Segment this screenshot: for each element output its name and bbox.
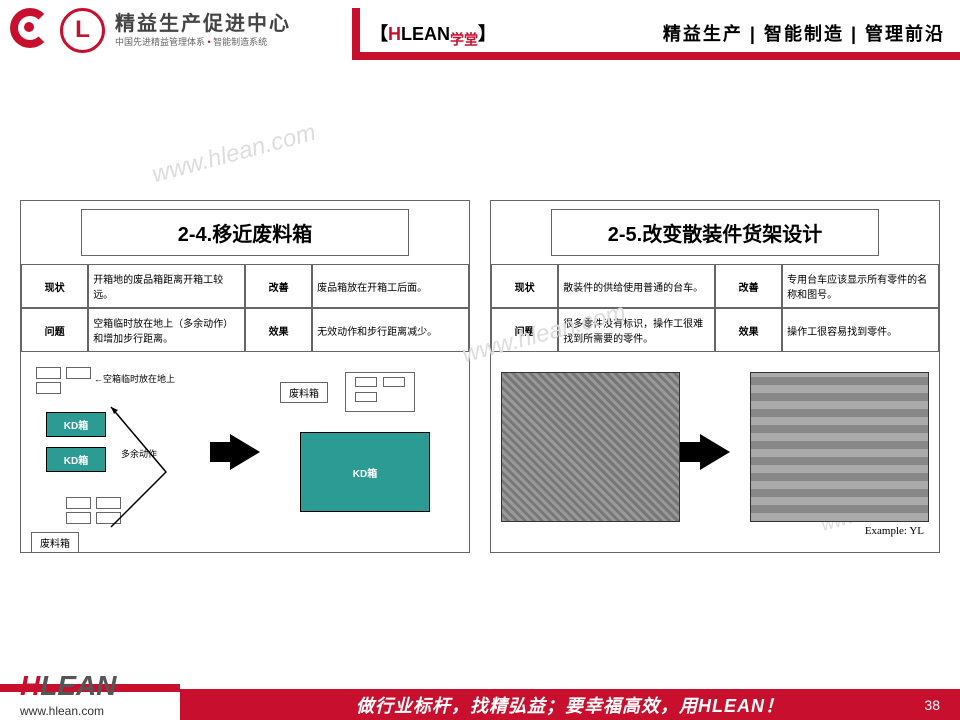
kd-box: KD箱: [46, 412, 106, 437]
cell-status-label: 现状: [21, 264, 88, 308]
cell-improve-label: 改善: [245, 264, 312, 308]
header: L 精益生产促进中心 中国先进精益管理体系 • 智能制造系统 【HLEAN学堂】…: [0, 0, 960, 60]
panel-right: 2-5.改变散装件货架设计 现状 散装件的供给使用普通的台车。 改善 专用台车应…: [490, 200, 940, 553]
cell-effect-label: 效果: [715, 308, 782, 352]
path-arrow-icon: [106, 402, 186, 532]
cell-effect-text: 无效动作和步行距离减少。: [312, 308, 469, 352]
cell-problem-text: 空箱临时放在地上（多余动作）和增加步行距离。: [88, 308, 245, 352]
footer: HLEAN www.hlean.com 做行业标杆，找精弘益；要幸福高效，用HL…: [0, 672, 960, 720]
diagram-area-right: Example: YL: [491, 352, 939, 552]
footer-red-bar: 做行业标杆，找精弘益；要幸福高效，用HLEAN！ 38: [180, 690, 960, 720]
scrap-label: 废料箱: [280, 382, 328, 403]
info-grid-left: 现状 开箱地的废品箱距离开箱工较远。 改善 废品箱放在开箱工后面。 问题 空箱临…: [21, 264, 469, 352]
header-right-text: 精益生产 | 智能制造 | 管理前沿: [663, 20, 945, 46]
company-name: 精益生产促进中心: [115, 11, 291, 37]
cell-improve-text: 专用台车应该显示所有零件的名称和图号。: [782, 264, 939, 308]
header-divider: [352, 8, 360, 60]
diagram-after: 废料箱 KD箱: [275, 362, 464, 542]
page-number: 38: [924, 697, 940, 713]
arrow-icon: [220, 434, 270, 470]
cell-status-text: 散装件的供给使用普通的台车。: [558, 264, 715, 308]
panel-right-title: 2-5.改变散装件货架设计: [551, 209, 879, 256]
panel-left: 2-4.移近废料箱 现状 开箱地的废品箱距离开箱工较远。 改善 废品箱放在开箱工…: [20, 200, 470, 553]
panel-left-title: 2-4.移近废料箱: [81, 209, 409, 256]
diagram-area-left: ←空箱临时放在地上 KD箱 KD箱 多余动作 废料箱 废料箱: [21, 352, 469, 552]
kd-box: KD箱: [46, 447, 106, 472]
info-grid-right: 现状 散装件的供给使用普通的台车。 改善 专用台车应该显示所有零件的名称和图号。…: [491, 264, 939, 352]
header-underline: [360, 52, 960, 60]
photo-placeholder: [750, 372, 929, 522]
hlean-tag: 【HLEAN学堂】: [370, 20, 496, 50]
arrow-icon: [690, 434, 740, 470]
cell-effect-text: 操作工很容易找到零件。: [782, 308, 939, 352]
cell-status-text: 开箱地的废品箱距离开箱工较远。: [88, 264, 245, 308]
kd-box-large: KD箱: [300, 432, 430, 512]
scrap-label: 废料箱: [31, 532, 79, 553]
content-area: 2-4.移近废料箱 现状 开箱地的废品箱距离开箱工较远。 改善 废品箱放在开箱工…: [0, 60, 960, 553]
logo-area: L 精益生产促进中心 中国先进精益管理体系 • 智能制造系统: [0, 8, 360, 53]
logo-l-icon: L: [60, 8, 105, 53]
cell-effect-label: 效果: [245, 308, 312, 352]
company-text: 精益生产促进中心 中国先进精益管理体系 • 智能制造系统: [115, 11, 291, 49]
cell-improve-text: 废品箱放在开箱工后面。: [312, 264, 469, 308]
example-caption: Example: YL: [865, 525, 924, 537]
cell-improve-label: 改善: [715, 264, 782, 308]
footer-url: www.hlean.com: [20, 704, 104, 718]
footer-logo: HLEAN: [20, 670, 116, 702]
logo-c-icon: [10, 8, 55, 53]
cell-problem-label: 问题: [21, 308, 88, 352]
cell-status-label: 现状: [491, 264, 558, 308]
photo-placeholder: [501, 372, 680, 522]
footer-slogan: 做行业标杆，找精弘益；要幸福高效，用HLEAN！: [356, 692, 784, 718]
diagram-before: ←空箱临时放在地上 KD箱 KD箱 多余动作 废料箱: [26, 362, 215, 542]
cell-problem-label: 问题: [491, 308, 558, 352]
cell-problem-text: 很多零件没有标识，操作工很难找到所需要的零件。: [558, 308, 715, 352]
photo-before: [496, 362, 685, 542]
company-sub: 中国先进精益管理体系 • 智能制造系统: [115, 37, 291, 49]
photo-after: Example: YL: [745, 362, 934, 542]
